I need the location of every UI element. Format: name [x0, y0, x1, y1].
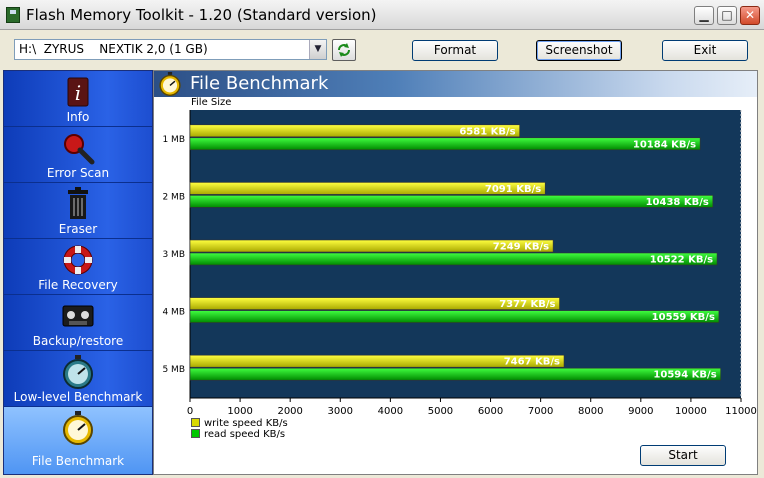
- lifebuoy-icon: [63, 245, 93, 275]
- bar-read-label: 10522 KB/s: [650, 255, 713, 266]
- panel-title: File Benchmark: [190, 73, 329, 94]
- y-tick-label: 4 MB: [162, 308, 185, 318]
- sidebar-item-error-scan[interactable]: Error Scan: [4, 127, 152, 183]
- y-tick-label: 2 MB: [162, 192, 185, 202]
- minimize-button[interactable]: ▁: [694, 6, 714, 25]
- x-tick-label: 1000: [227, 406, 252, 417]
- sidebar-item-info[interactable]: i Info: [4, 71, 152, 127]
- x-tick-label: 3000: [328, 406, 353, 417]
- bar-write: [189, 239, 554, 253]
- bar-write: [189, 354, 565, 368]
- legend-item-read: read speed KB/s: [191, 429, 288, 440]
- bar-read-label: 10594 KB/s: [653, 370, 716, 381]
- y-tick-label: 1 MB: [162, 135, 185, 145]
- sidebar-item-label: File Benchmark: [31, 454, 125, 468]
- sidebar-item-label: Backup/restore: [32, 334, 124, 348]
- x-tick-label: 11000: [725, 406, 757, 417]
- sidebar-item-eraser[interactable]: Eraser: [4, 183, 152, 239]
- drive-select-value: H:\ ZYRUS NEXTIK 2,0 (1 GB): [19, 42, 208, 56]
- bar-read-label: 10559 KB/s: [652, 312, 715, 323]
- legend-label-write: write speed KB/s: [204, 418, 288, 429]
- bar-write-label: 7467 KB/s: [504, 357, 560, 368]
- sidebar-item-file-benchmark[interactable]: File Benchmark: [4, 407, 152, 474]
- x-tick-label: 10000: [675, 406, 707, 417]
- sidebar-item-backup-restore[interactable]: Backup/restore: [4, 295, 152, 351]
- title-bar: Flash Memory Toolkit - 1.20 (Standard ve…: [0, 0, 764, 30]
- stopwatch-icon: [159, 72, 181, 96]
- sidebar-item-label: Low-level Benchmark: [13, 390, 143, 404]
- bar-write: [189, 124, 520, 138]
- x-tick-label: 8000: [578, 406, 603, 417]
- sidebar-item-label: File Recovery: [38, 278, 118, 292]
- refresh-icon: [338, 43, 350, 57]
- chart-svg: 0 1000 2000 3000 4000 5000 6000 7000 8000 9000 100…: [162, 110, 757, 417]
- stopwatch-icon: [63, 411, 93, 445]
- bar-write-label: 6581 KB/s: [459, 126, 515, 137]
- bar-write-label: 7377 KB/s: [499, 299, 555, 310]
- bar-read: [189, 367, 721, 381]
- chevron-down-icon[interactable]: ▼: [309, 40, 326, 59]
- x-tick-label: 4000: [378, 406, 403, 417]
- x-tick-label: 9000: [628, 406, 653, 417]
- legend-item-write: write speed KB/s: [191, 418, 288, 429]
- sidebar-item-label: Error Scan: [46, 166, 110, 180]
- magnifier-icon: [64, 134, 95, 165]
- drive-select[interactable]: H:\ ZYRUS NEXTIK 2,0 (1 GB) ▼: [14, 39, 327, 60]
- x-tick-label: 0: [187, 406, 193, 417]
- sidebar-item-low-level-benchmark[interactable]: Low-level Benchmark: [4, 351, 152, 407]
- legend-swatch-write: [191, 418, 200, 427]
- tape-icon: [62, 305, 94, 327]
- y-tick-label: 3 MB: [162, 250, 185, 260]
- sidebar: i Info Error Scan Eraser File Rec: [3, 70, 153, 475]
- trash-icon: [68, 187, 88, 219]
- app-icon: [6, 7, 20, 23]
- bar-read-label: 10438 KB/s: [646, 197, 709, 208]
- refresh-button[interactable]: [332, 39, 356, 61]
- bar-write-label: 7249 KB/s: [493, 242, 549, 253]
- svg-text:i: i: [75, 81, 81, 105]
- exit-button[interactable]: Exit: [662, 40, 748, 61]
- bar-read: [189, 137, 701, 151]
- maximize-button[interactable]: □: [717, 6, 737, 25]
- bar-read: [189, 252, 718, 266]
- y-axis-title: File Size: [191, 97, 232, 108]
- info-icon: i: [67, 77, 89, 107]
- screenshot-button[interactable]: Screenshot: [536, 40, 622, 61]
- sidebar-item-label: Info: [66, 110, 90, 124]
- start-button[interactable]: Start: [640, 445, 726, 466]
- bar-write-label: 7091 KB/s: [485, 184, 541, 195]
- bar-read: [189, 195, 714, 208]
- bar-read: [189, 310, 720, 323]
- legend-label-read: read speed KB/s: [204, 429, 286, 440]
- x-tick-label: 7000: [528, 406, 553, 417]
- x-tick-label: 2000: [277, 406, 302, 417]
- stopwatch-icon: [63, 355, 93, 389]
- format-button[interactable]: Format: [412, 40, 498, 61]
- bar-write: [189, 182, 546, 195]
- bar-read-label: 10184 KB/s: [633, 139, 696, 150]
- legend: write speed KB/s read speed KB/s: [191, 418, 288, 440]
- x-tick-label: 6000: [478, 406, 503, 417]
- benchmark-chart: File Size 0 1000 2000 3000 4000 5000 6000 7000 8…: [153, 96, 758, 446]
- bar-write: [189, 297, 560, 310]
- close-button[interactable]: ✕: [740, 6, 760, 25]
- x-tick-label: 5000: [428, 406, 453, 417]
- panel-header: File Benchmark: [154, 71, 757, 97]
- sidebar-item-label: Eraser: [58, 222, 98, 236]
- window-title: Flash Memory Toolkit - 1.20 (Standard ve…: [26, 6, 377, 24]
- y-tick-label: 5 MB: [162, 365, 185, 375]
- sidebar-item-file-recovery[interactable]: File Recovery: [4, 239, 152, 295]
- legend-swatch-read: [191, 429, 200, 438]
